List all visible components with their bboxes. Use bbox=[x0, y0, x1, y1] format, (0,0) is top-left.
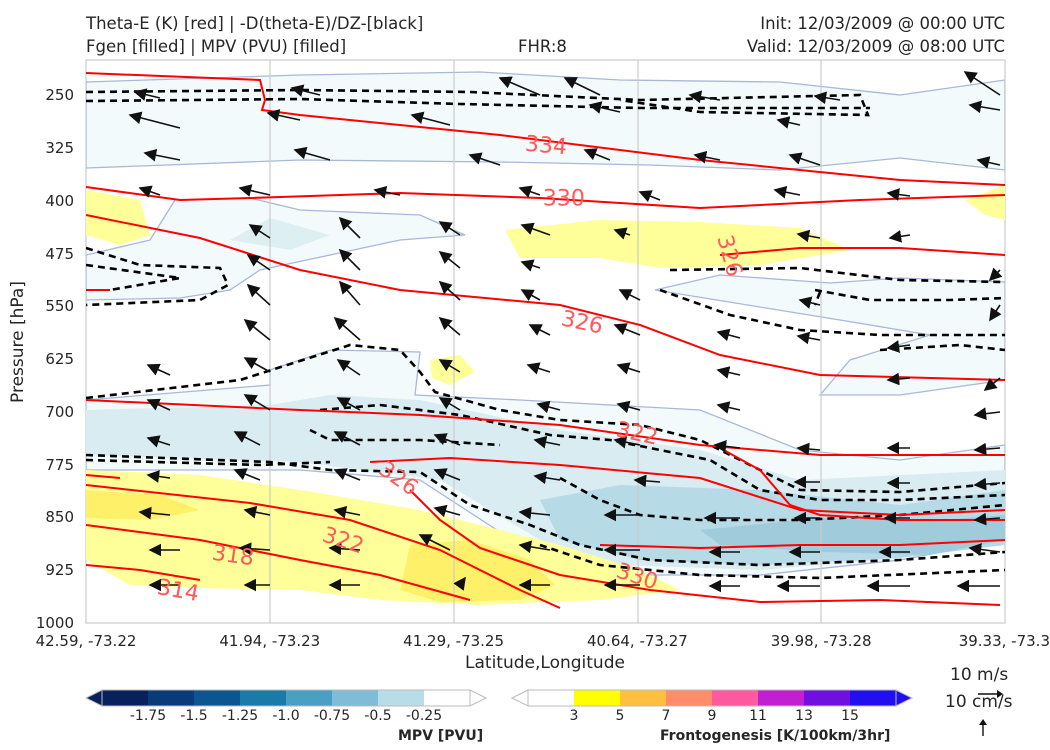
colorbar-extend-right bbox=[895, 689, 914, 707]
y-tick-label: 550 bbox=[45, 297, 74, 316]
fgen-fill-left-upper bbox=[86, 190, 150, 245]
colorbar-tick-label: 7 bbox=[661, 708, 671, 724]
y-tick-label: 775 bbox=[45, 455, 74, 474]
fgen-fill-center bbox=[505, 220, 850, 268]
fgen-colorbar-label: Frontogenesis [K/100km/3hr] bbox=[660, 728, 891, 744]
fgen-fill-bottom-darker bbox=[86, 490, 200, 520]
colorbar-swatch bbox=[712, 690, 758, 706]
theta-e-label: 334 bbox=[523, 131, 568, 161]
colorbar-swatch bbox=[850, 690, 896, 706]
colorbar-swatch bbox=[574, 690, 620, 706]
mpv-colorbar bbox=[84, 689, 488, 707]
colorbar-tick-label: 3 bbox=[569, 708, 579, 724]
colorbar-swatch bbox=[332, 690, 378, 706]
valid-time: Valid: 12/03/2009 @ 08:00 UTC bbox=[746, 37, 1005, 56]
colorbar-swatch bbox=[286, 690, 332, 706]
colorbar-swatch bbox=[102, 690, 148, 706]
wind-key-vertical: 10 cm/s bbox=[945, 692, 1013, 712]
chart-title-line2: Fgen [filled] | MPV (PVU) [filled] bbox=[86, 37, 347, 56]
colorbar-tick-label: 9 bbox=[707, 708, 717, 724]
y-tick-label: 1000 bbox=[35, 614, 74, 632]
y-tick-label: 925 bbox=[45, 561, 74, 580]
colorbar-swatch bbox=[194, 690, 240, 706]
colorbar-swatch bbox=[378, 690, 424, 706]
colorbar-tick-label: 5 bbox=[615, 708, 625, 724]
colorbar-extend-left bbox=[84, 689, 103, 707]
colorbar-tick-label: -1.25 bbox=[221, 708, 259, 724]
colorbar-tick-label: -0.75 bbox=[313, 708, 351, 724]
x-tick-label: 41.29, -73.25 bbox=[403, 632, 505, 650]
colorbar-swatch bbox=[758, 690, 804, 706]
y-tick-label: 325 bbox=[45, 138, 74, 157]
colorbar-swatch bbox=[424, 690, 470, 706]
y-axis-label: Pressure [hPa] bbox=[8, 281, 28, 403]
x-tick-label: 42.59, -73.22 bbox=[35, 632, 137, 650]
forecast-hour: FHR:8 bbox=[518, 37, 567, 56]
x-tick-label: 40.64, -73.27 bbox=[586, 632, 688, 650]
colorbar-swatch bbox=[148, 690, 194, 706]
y-tick-label: 400 bbox=[45, 191, 74, 210]
theta-e-label: 330 bbox=[542, 186, 585, 212]
mpv-colorbar-label: MPV [PVU] bbox=[398, 728, 484, 744]
x-tick-label: 39.98, -73.28 bbox=[770, 632, 872, 650]
colorbar-swatch bbox=[666, 690, 712, 706]
colorbar-tick-label: -1.75 bbox=[129, 708, 167, 724]
colorbar-tick-label: 15 bbox=[841, 708, 859, 724]
mpv-fill-mid-right bbox=[654, 274, 1005, 396]
x-tick-label: 39.33, -73.3 bbox=[958, 632, 1050, 650]
colorbar-extend-right bbox=[469, 689, 488, 707]
colorbar-tick-label: -1.0 bbox=[272, 708, 300, 724]
colorbar-extend-left bbox=[510, 689, 529, 707]
wind-key-arrow-horizontal bbox=[978, 690, 1003, 698]
colorbar-swatch bbox=[620, 690, 666, 706]
wind-vectors bbox=[128, 71, 1003, 593]
x-axis-label: Latitude,Longitude bbox=[465, 653, 625, 673]
colorbar-tick-label: -1.5 bbox=[180, 708, 208, 724]
chart-title-line1: Theta-E (K) [red] | -D(theta-E)/DZ-[blac… bbox=[86, 14, 424, 33]
fgen-fill-right bbox=[965, 185, 1005, 220]
fgen-colorbar bbox=[510, 689, 914, 707]
grid-lines bbox=[269, 60, 822, 623]
y-tick-label: 700 bbox=[45, 402, 74, 421]
wind-key-arrow-vertical bbox=[979, 719, 987, 736]
init-time: Init: 12/03/2009 @ 00:00 UTC bbox=[760, 14, 1005, 33]
fgen-fill-bottom-darker2 bbox=[400, 540, 555, 602]
y-tick-label: 475 bbox=[45, 244, 74, 263]
mpv-fill-inner-left bbox=[230, 218, 330, 250]
colorbar-swatch bbox=[528, 690, 574, 706]
colorbar-tick-label: 13 bbox=[795, 708, 813, 724]
y-tick-label: 250 bbox=[45, 86, 74, 105]
y-tick-label: 850 bbox=[45, 508, 74, 527]
x-tick-label: 41.94, -73.23 bbox=[219, 632, 321, 650]
colorbar-swatch bbox=[804, 690, 850, 706]
y-tick-label: 625 bbox=[45, 350, 74, 369]
colorbar-tick-label: -0.5 bbox=[364, 708, 392, 724]
colorbar-swatch bbox=[240, 690, 286, 706]
colorbar-tick-label: -0.25 bbox=[405, 708, 443, 724]
colorbar-tick-label: 11 bbox=[749, 708, 767, 724]
wind-key-horizontal: 10 m/s bbox=[950, 665, 1009, 685]
